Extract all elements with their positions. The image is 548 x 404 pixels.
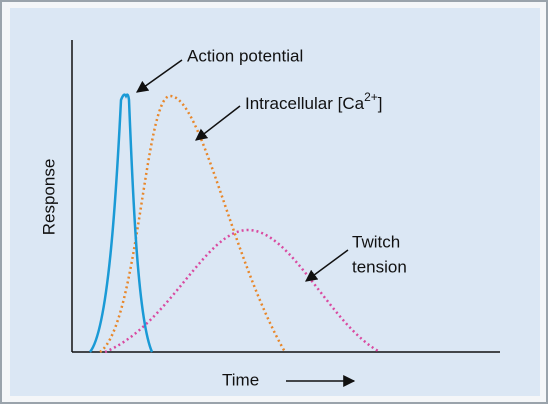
arrow — [195, 105, 241, 141]
panel — [10, 8, 540, 396]
annotation: Twitch — [352, 232, 400, 251]
annotation: Action potential — [187, 46, 303, 65]
twitch-tension-curve — [104, 228, 381, 354]
x-axis-label: Time — [222, 370, 259, 389]
annotation-superscript: 2+ — [364, 90, 378, 104]
annotation-text: ] — [378, 94, 383, 113]
annotation: tension — [352, 257, 407, 276]
annotation-text: Intracellular [Ca — [245, 94, 365, 113]
arrow — [136, 59, 183, 93]
annotation: Intracellular [Ca2+] — [245, 90, 382, 113]
y-axis-label: Response — [39, 159, 58, 236]
arrow — [305, 249, 349, 282]
action-potential-curve — [88, 93, 154, 353]
